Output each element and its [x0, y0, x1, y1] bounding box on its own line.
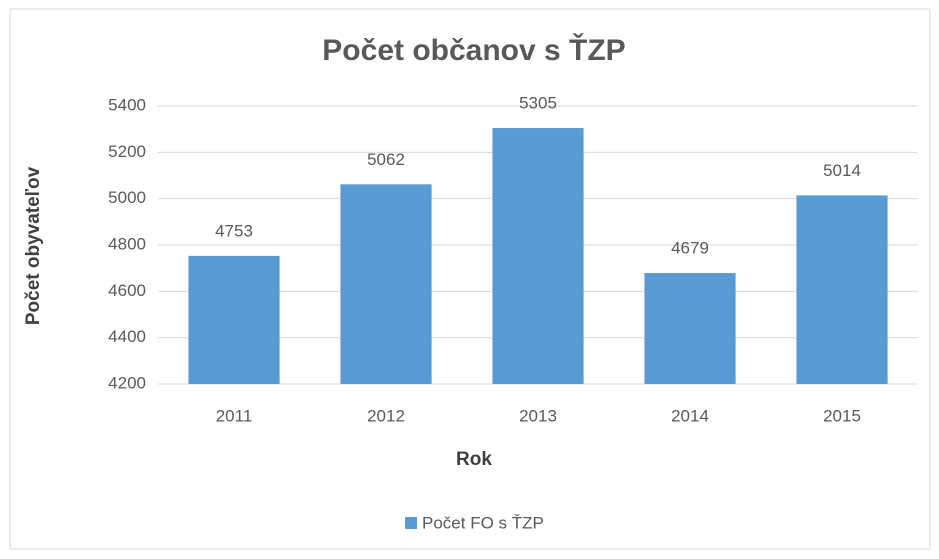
legend-swatch — [405, 517, 417, 529]
y-tick-label: 4800 — [108, 234, 146, 253]
y-tick-label: 5000 — [108, 188, 146, 207]
bar — [644, 273, 736, 384]
chart-title: Počet občanov s ŤZP — [322, 33, 625, 67]
data-label: 5305 — [519, 93, 557, 112]
x-tick-label: 2013 — [519, 406, 557, 425]
y-axis-label: Počet obyvateľov — [23, 166, 44, 325]
y-tick-label: 4200 — [108, 373, 146, 392]
y-tick-label: 5400 — [108, 95, 146, 114]
data-label: 4753 — [215, 221, 253, 240]
x-tick-label: 2015 — [823, 406, 861, 425]
x-tick-label: 2012 — [367, 406, 405, 425]
x-tick-label: 2011 — [216, 406, 253, 425]
bar — [492, 128, 584, 384]
y-tick-label: 4600 — [108, 281, 146, 300]
bar — [796, 195, 888, 384]
y-tick-label: 4400 — [108, 327, 146, 346]
data-label: 4679 — [671, 239, 709, 258]
chart-frame — [9, 8, 931, 550]
data-label: 5062 — [367, 150, 405, 169]
y-tick-label: 5200 — [108, 142, 146, 161]
x-axis-label: Rok — [456, 449, 492, 470]
legend-label: Počet FO s ŤZP — [422, 513, 544, 532]
data-label: 5014 — [823, 161, 861, 180]
bar — [188, 255, 280, 384]
bar — [340, 184, 432, 384]
x-tick-label: 2014 — [671, 406, 709, 425]
